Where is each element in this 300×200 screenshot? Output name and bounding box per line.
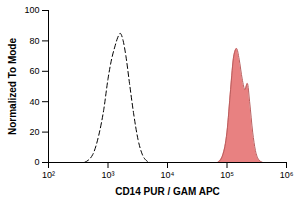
svg-text:0: 0: [34, 157, 39, 167]
svg-text:CD14 PUR / GAM APC: CD14 PUR / GAM APC: [115, 186, 220, 197]
svg-text:100: 100: [24, 5, 39, 15]
svg-text:60: 60: [29, 66, 39, 76]
svg-text:10³: 10³: [101, 170, 114, 180]
svg-text:10²: 10²: [42, 170, 55, 180]
svg-text:10⁶: 10⁶: [280, 170, 294, 180]
svg-text:80: 80: [29, 36, 39, 46]
svg-text:20: 20: [29, 127, 39, 137]
svg-text:Normalized To Mode: Normalized To Mode: [7, 38, 18, 135]
svg-text:10⁴: 10⁴: [161, 170, 175, 180]
svg-text:40: 40: [29, 97, 39, 107]
svg-text:10⁵: 10⁵: [220, 170, 234, 180]
